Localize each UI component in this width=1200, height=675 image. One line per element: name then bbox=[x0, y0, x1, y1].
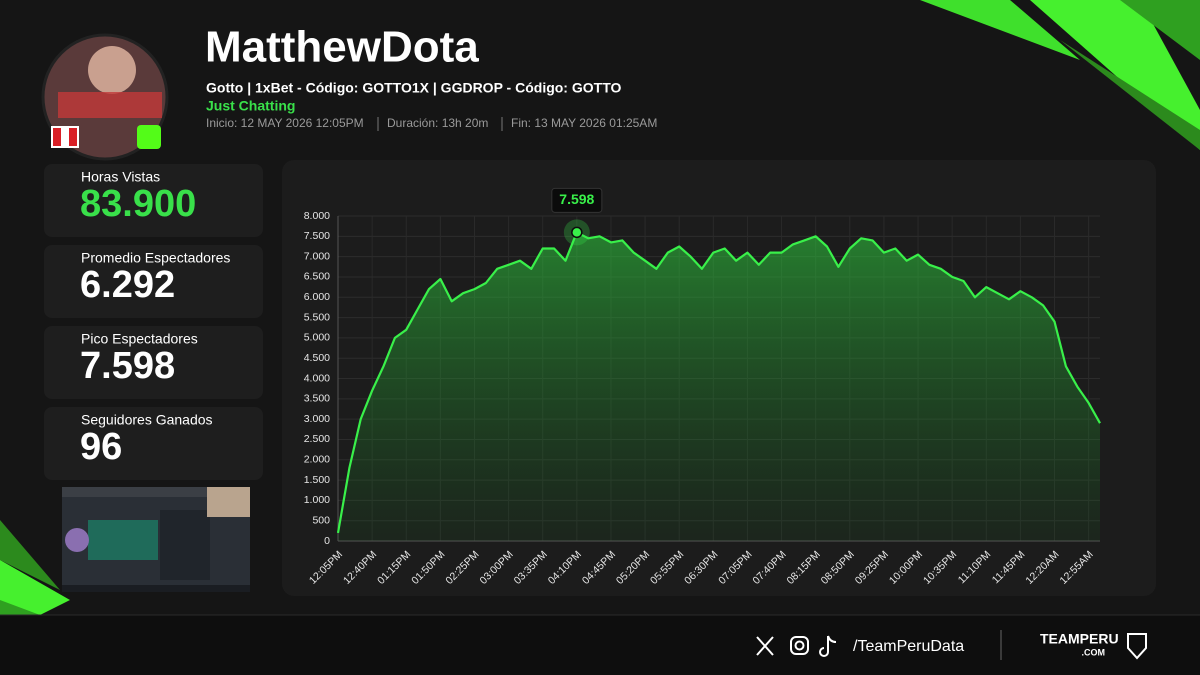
line bbox=[336, 231, 1101, 534]
stat-value: 96 bbox=[80, 426, 122, 468]
y-tick-label: 6.500 bbox=[304, 271, 330, 283]
stat-card bbox=[44, 407, 263, 480]
y-tick-label: 1.000 bbox=[304, 494, 330, 506]
y-tick-label: 2.500 bbox=[304, 433, 330, 445]
brand-domain: .COM bbox=[1082, 647, 1106, 657]
brand: TEAMPERU bbox=[1040, 631, 1119, 647]
y-tick-label: 4.500 bbox=[304, 352, 330, 364]
y-tick-label: 8.000 bbox=[304, 210, 330, 222]
social-icons bbox=[756, 635, 837, 657]
stream-title: Gotto | 1xBet - Código: GOTTO1X | GGDROP… bbox=[206, 80, 621, 96]
peak-marker bbox=[571, 226, 583, 239]
duration: Duración: 13h 20m bbox=[387, 116, 488, 130]
stat-card bbox=[44, 326, 263, 399]
peak-label-box bbox=[551, 187, 603, 213]
y-tick-label: 500 bbox=[312, 514, 330, 526]
channel-name: MatthewDota bbox=[205, 23, 479, 72]
y-tick-label: 0 bbox=[324, 535, 330, 547]
stat-value: 83.900 bbox=[80, 183, 196, 225]
y-tick-label: 4.000 bbox=[304, 372, 330, 384]
y-tick-label: 3.000 bbox=[304, 413, 330, 425]
stat-card bbox=[44, 245, 263, 318]
thumbnail bbox=[62, 487, 250, 592]
avatar bbox=[41, 33, 169, 161]
y-tick-label: 3.500 bbox=[304, 393, 330, 405]
decor-top-right bbox=[920, 0, 1200, 150]
stat-label: Promedio Espectadores bbox=[81, 250, 230, 266]
y-tick-label: 5.000 bbox=[304, 332, 330, 344]
y-tick-label: 2.000 bbox=[304, 454, 330, 466]
stat-value: 7.598 bbox=[80, 345, 175, 387]
stat-label: Seguidores Ganados bbox=[81, 412, 213, 428]
footer bbox=[0, 615, 1200, 675]
y-tick-label: 6.000 bbox=[304, 291, 330, 303]
start-time: Inicio: 12 MAY 2026 12:05PM bbox=[206, 116, 364, 130]
y-tick-label: 7.500 bbox=[304, 230, 330, 242]
stat-label: Pico Espectadores bbox=[81, 331, 198, 347]
stat-value: 6.292 bbox=[80, 264, 175, 306]
decor-bottom-left bbox=[0, 520, 70, 615]
stat-card bbox=[44, 164, 263, 237]
y-tick-label: 1.500 bbox=[304, 474, 330, 486]
end-time: Fin: 13 MAY 2026 01:25AM bbox=[511, 116, 657, 130]
peak-label: 7.598 bbox=[559, 191, 594, 207]
social-handle: /TeamPeruData bbox=[853, 638, 964, 655]
area bbox=[338, 232, 1100, 542]
brand-logo bbox=[1127, 633, 1147, 660]
y-tick-label: 5.500 bbox=[304, 311, 330, 323]
category: Just Chatting bbox=[206, 98, 295, 114]
stat-label: Horas Vistas bbox=[81, 169, 160, 185]
y-tick-label: 7.000 bbox=[304, 250, 330, 262]
